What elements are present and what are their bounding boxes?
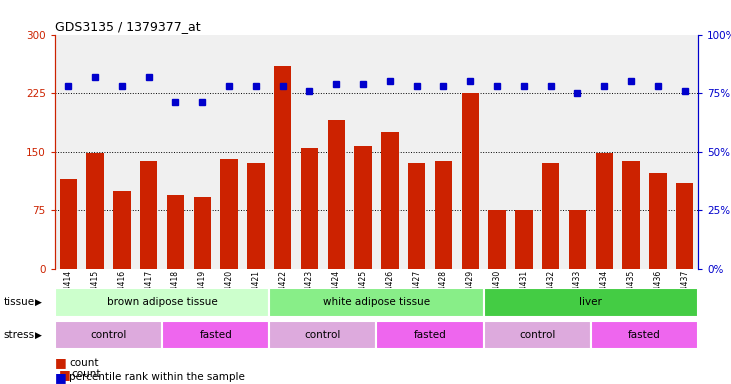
Bar [194,197,211,269]
Text: control: control [519,330,556,340]
Text: liver: liver [580,297,602,308]
Text: ■: ■ [55,371,67,384]
Bar [435,161,452,269]
Bar [515,210,533,269]
Bar [59,179,77,269]
Text: ▶: ▶ [35,298,42,307]
Bar [381,132,398,269]
Bar [140,161,157,269]
Bar [376,321,484,349]
Text: GDS3135 / 1379377_at: GDS3135 / 1379377_at [55,20,200,33]
Text: count: count [69,358,99,368]
Text: brown adipose tissue: brown adipose tissue [107,297,217,308]
Text: control: control [90,330,126,340]
Text: stress: stress [4,330,35,340]
Bar [484,321,591,349]
Bar [300,148,318,269]
Bar [113,191,131,269]
Text: ■: ■ [55,356,67,369]
Bar [461,93,479,269]
Bar [484,288,698,317]
Bar [167,195,184,269]
Bar [676,183,694,269]
Bar [622,161,640,269]
Bar [269,288,484,317]
Bar [274,66,292,269]
Bar [327,121,345,269]
Bar [247,164,265,269]
Text: fasted: fasted [200,330,232,340]
Bar [162,321,269,349]
Bar [542,164,559,269]
Bar [86,153,104,269]
Bar [649,173,667,269]
Text: tissue: tissue [4,297,35,308]
Bar [355,146,372,269]
Bar [408,164,425,269]
Bar [596,153,613,269]
Bar [591,321,698,349]
Text: fasted: fasted [414,330,447,340]
Bar [220,159,238,269]
Text: ■: ■ [58,368,70,381]
Text: white adipose tissue: white adipose tissue [323,297,430,308]
Bar [569,210,586,269]
Bar [55,288,269,317]
Bar [488,210,506,269]
Text: fasted: fasted [628,330,661,340]
Text: percentile rank within the sample: percentile rank within the sample [69,372,246,382]
Text: control: control [305,330,341,340]
Bar [55,321,162,349]
Text: ▶: ▶ [35,331,42,339]
Text: count: count [72,369,101,379]
Bar [269,321,376,349]
